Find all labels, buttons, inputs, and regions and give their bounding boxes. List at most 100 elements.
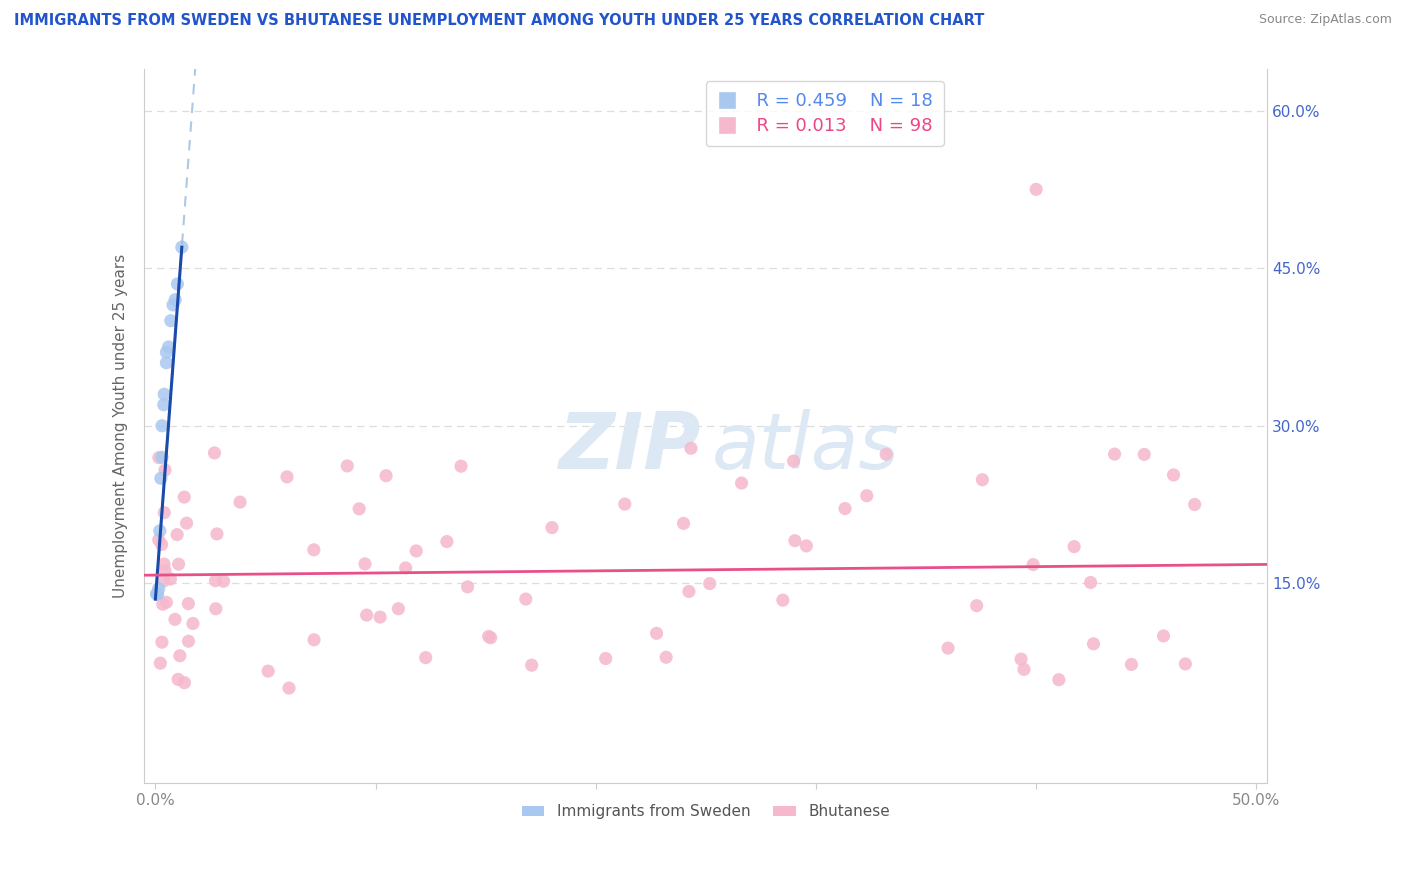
Point (796, 539, 818, 553)
Point (1047, 673, 1070, 687)
Point (205, 527, 228, 541)
Text: Source: ZipAtlas.com: Source: ZipAtlas.com (1258, 13, 1392, 27)
Point (395, 561, 418, 575)
Point (672, 516, 695, 531)
Text: IMMIGRANTS FROM SWEDEN VS BHUTANESE UNEMPLOYMENT AMONG YOUTH UNDER 25 YEARS CORR: IMMIGRANTS FROM SWEDEN VS BHUTANESE UNEM… (14, 13, 984, 29)
Point (387, 601, 409, 615)
Point (772, 593, 794, 607)
Point (177, 597, 200, 611)
Point (645, 626, 668, 640)
Point (302, 632, 325, 647)
Point (148, 582, 170, 596)
Point (146, 587, 169, 601)
Point (1083, 637, 1105, 651)
Point (167, 673, 190, 687)
Point (356, 608, 378, 623)
Point (149, 656, 172, 670)
Point (457, 580, 479, 594)
Point (204, 601, 226, 615)
Point (1104, 447, 1126, 461)
Point (1063, 540, 1085, 554)
Point (153, 387, 176, 401)
Point (354, 557, 377, 571)
Point (155, 345, 177, 359)
Point (157, 340, 180, 354)
Point (169, 648, 191, 663)
Point (148, 450, 170, 465)
Y-axis label: Unemployment Among Youth under 25 years: Unemployment Among Youth under 25 years (114, 253, 128, 598)
Point (972, 473, 994, 487)
Point (181, 616, 204, 631)
Point (165, 293, 187, 307)
Point (162, 298, 184, 312)
Point (257, 664, 280, 678)
Point (204, 446, 226, 460)
Point (150, 450, 173, 465)
Point (450, 459, 472, 474)
Point (176, 516, 198, 530)
Point (936, 641, 959, 656)
Point (159, 314, 181, 328)
Point (167, 557, 190, 571)
Point (368, 610, 391, 624)
Point (655, 650, 678, 665)
Point (699, 576, 721, 591)
Point (415, 650, 437, 665)
Point (730, 476, 752, 491)
Point (1010, 652, 1032, 666)
Point (1133, 447, 1156, 461)
Point (855, 489, 877, 503)
Point (1153, 629, 1175, 643)
Point (875, 447, 897, 461)
Point (148, 533, 170, 547)
Point (153, 506, 176, 520)
Point (153, 463, 176, 477)
Point (150, 537, 173, 551)
Point (153, 564, 176, 578)
Text: atlas: atlas (711, 409, 900, 485)
Point (204, 574, 226, 588)
Point (152, 398, 174, 412)
Point (150, 635, 173, 649)
Point (155, 356, 177, 370)
Point (155, 595, 177, 609)
Point (1080, 575, 1102, 590)
Point (515, 592, 537, 607)
Point (1163, 467, 1185, 482)
Point (212, 574, 235, 589)
Point (520, 658, 543, 673)
Point (150, 418, 173, 433)
Point (177, 634, 200, 648)
Point (347, 501, 370, 516)
Point (834, 501, 856, 516)
Point (152, 597, 174, 611)
Point (478, 629, 501, 643)
Point (1025, 182, 1047, 196)
Point (782, 454, 804, 468)
Point (166, 277, 188, 291)
Point (229, 495, 252, 509)
Point (1012, 662, 1035, 676)
Point (149, 471, 172, 485)
Point (679, 442, 702, 456)
Point (145, 587, 167, 601)
Point (276, 470, 298, 484)
Point (613, 497, 636, 511)
Point (966, 599, 988, 613)
Point (153, 557, 176, 571)
Legend: Immigrants from Sweden, Bhutanese: Immigrants from Sweden, Bhutanese (516, 798, 896, 825)
Point (173, 675, 195, 690)
Point (1174, 657, 1197, 671)
Point (405, 544, 427, 558)
Point (783, 533, 806, 548)
Point (336, 458, 359, 473)
Point (159, 572, 181, 586)
Point (479, 631, 502, 645)
Point (170, 240, 193, 254)
Point (541, 520, 564, 534)
Point (375, 468, 398, 483)
Point (173, 490, 195, 504)
Point (166, 527, 188, 541)
Point (595, 651, 617, 665)
Point (163, 612, 186, 626)
